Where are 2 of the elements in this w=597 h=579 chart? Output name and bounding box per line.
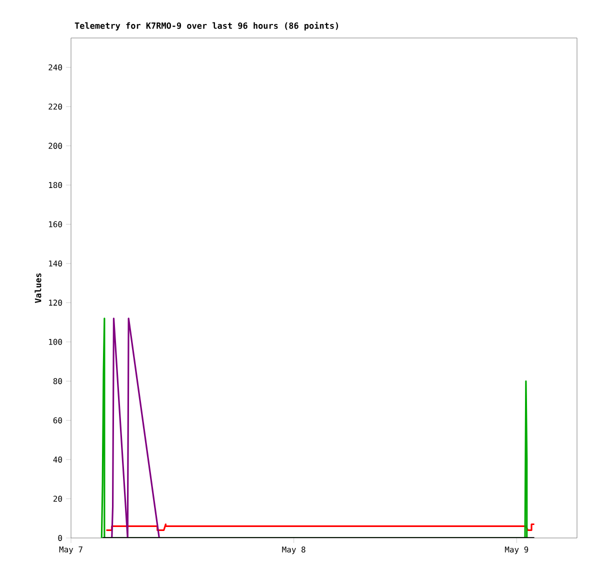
chart-title: Telemetry for K7RMO-9 over last 96 hours (86 points) <box>74 22 338 30</box>
y-axis-title: Values <box>34 273 42 304</box>
